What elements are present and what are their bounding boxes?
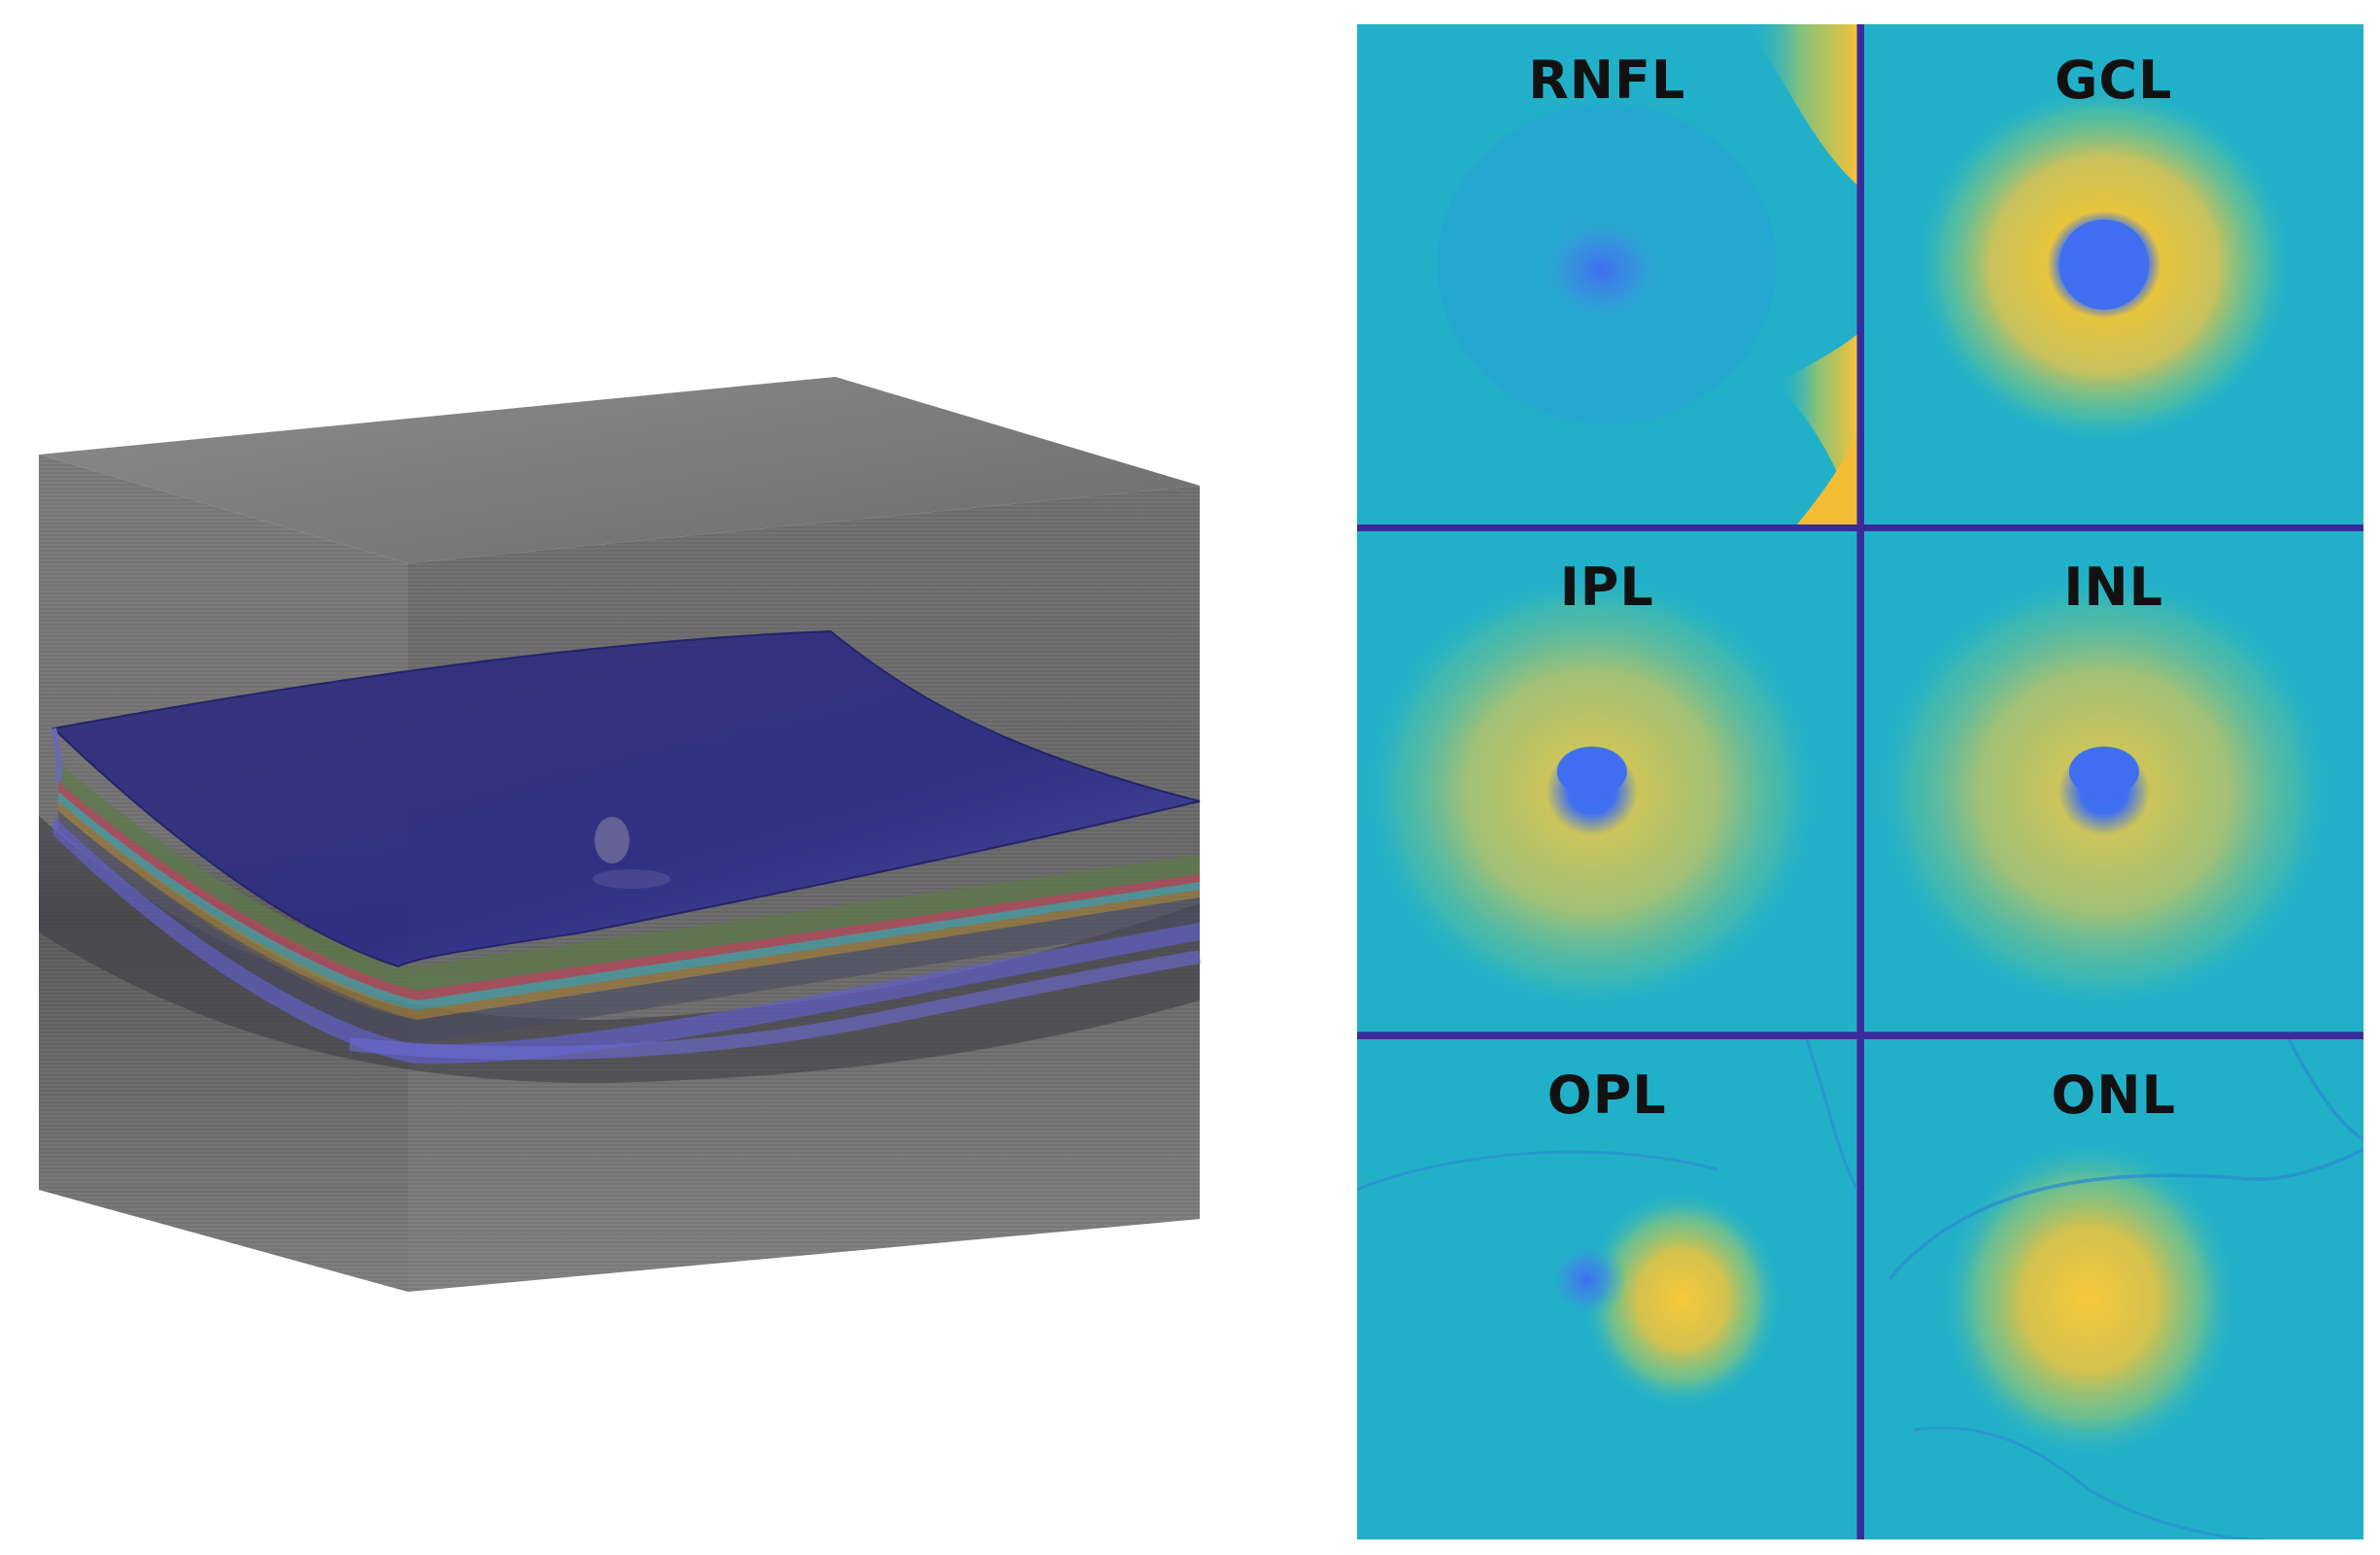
thickness-map-grid: RNFL GCL IPL INL [1357,24,2363,1539]
inl-thickness-map [1863,531,2363,1032]
onl-thickness-map [1863,1038,2363,1539]
map-label-ipl: IPL [1559,557,1654,619]
map-panel-opl: OPL [1357,1038,1857,1539]
rnfl-thickness-map [1357,24,1857,525]
map-label-opl: OPL [1547,1064,1667,1126]
oct-volume-rendering [39,377,1202,1292]
map-panel-rnfl: RNFL [1357,24,1857,525]
opl-thickness-map [1357,1038,1857,1539]
map-label-onl: ONL [2051,1064,2176,1126]
map-panel-onl: ONL [1863,1038,2363,1539]
oct-cube [39,377,1202,1292]
gcl-thickness-map [1863,24,2363,525]
map-panel-inl: INL [1863,531,2363,1032]
map-label-rnfl: RNFL [1528,50,1686,111]
map-panel-ipl: IPL [1357,531,1857,1032]
ipl-thickness-map [1357,531,1857,1032]
map-label-gcl: GCL [2055,50,2173,111]
map-label-inl: INL [2063,557,2164,619]
map-panel-gcl: GCL [1863,24,2363,525]
